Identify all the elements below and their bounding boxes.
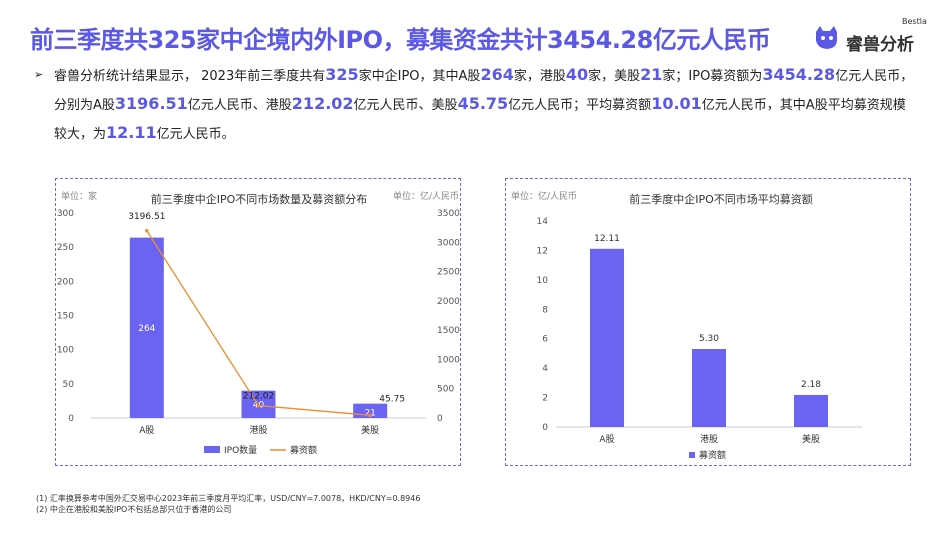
x-tick-label: 美股 [361, 424, 379, 436]
beast-logo-icon [816, 26, 837, 49]
y-right-tick-label: 2000 [437, 297, 460, 307]
line-point [145, 228, 149, 233]
bar-data-label: 264 [138, 324, 155, 334]
legend-label: IPO数量 [224, 444, 257, 456]
summary-segment: 亿元人民币、港股 [187, 98, 292, 113]
summary-segment: 亿元人民币，其中A股平均募资规模较大，为 [54, 98, 906, 142]
bar [129, 237, 164, 418]
summary-segment: 家，港股 [513, 69, 566, 84]
logo: Bestla 睿兽分析 [812, 14, 932, 55]
y-tick-label: 200 [57, 277, 74, 287]
summary-segment: 亿元人民币；平均募资额 [508, 98, 652, 113]
y-right-tick-label: 3000 [437, 238, 460, 248]
x-tick-label: 美股 [802, 433, 820, 445]
y-tick-label: 0 [68, 414, 74, 424]
page-title: 前三季度共325家中企境内外IPO，募集资金共计3454.28亿元人民币 [30, 26, 771, 54]
y-tick-label: 12 [537, 246, 548, 256]
legend-swatch-bar [204, 446, 220, 453]
highlight-number: 264 [480, 65, 514, 84]
line-point [256, 403, 261, 408]
x-tick-label: A股 [599, 434, 614, 445]
y-right-tick-label: 1500 [437, 326, 460, 336]
bar-data-label: 2.18 [801, 380, 821, 390]
highlight-number: 325 [325, 65, 359, 84]
y-right-tick-label: 3500 [437, 209, 460, 219]
y-tick-label: 8 [542, 305, 548, 315]
line-data-label: 212.02 [243, 392, 275, 402]
bar [794, 394, 828, 427]
bar-data-label: 12.11 [594, 234, 620, 244]
bar [692, 349, 726, 427]
line-series [146, 230, 371, 416]
summary-text: 睿兽分析统计结果显示， 2023年前三季度共有325家中企IPO，其中A股264… [34, 61, 914, 148]
highlight-number: 3454.28 [762, 65, 836, 84]
summary-segment: 家，美股 [588, 69, 641, 84]
summary-segment: 亿元人民币。 [156, 127, 235, 142]
x-tick-label: 港股 [249, 424, 267, 436]
y-tick-label: 6 [542, 335, 548, 345]
ipo-count-chart: 前三季度中企IPO不同市场数量及募资额分布 单位：家 0 50 100 150 200 250… [55, 178, 461, 466]
x-tick-label: A股 [139, 425, 154, 436]
y-tick-label: 10 [537, 276, 549, 286]
y-axis-unit-label: 单位：亿/人民币 [511, 190, 577, 202]
summary-segment: 亿元人民币、美股 [353, 98, 458, 113]
logo-subtitle: Bestla [902, 17, 927, 26]
bar-data-label: 5.30 [699, 334, 719, 344]
line-data-label: 45.75 [379, 394, 405, 404]
avg-raise-chart-svg: 前三季度中企IPO不同市场平均募资额 单位：亿/人民币 0 2 4 6 8 10 12 14 12.… [511, 190, 862, 461]
legend-label: 募资额 [699, 449, 726, 461]
line-data-label: 3196.51 [128, 212, 165, 222]
logo-name: 睿兽分析 [846, 35, 914, 55]
chart-title: 前三季度中企IPO不同市场数量及募资额分布 [151, 192, 368, 206]
ipo-count-chart-svg: 前三季度中企IPO不同市场数量及募资额分布 单位：家 0 50 100 150 200 250… [57, 190, 460, 456]
summary-segment: 亿元人民币，分别为A股 [54, 69, 914, 113]
y-tick-label: 14 [537, 217, 549, 227]
y-tick-label: 150 [57, 312, 74, 322]
highlight-number: 45.75 [457, 94, 509, 113]
y-tick-label: 250 [57, 243, 74, 253]
highlight-number: 3196.51 [114, 94, 188, 113]
highlight-number: 10.01 [651, 94, 702, 113]
legend-label: 募资额 [290, 444, 317, 456]
footnotes: (1) 汇率换算参考中国外汇交易中心2023年前三季度月平均汇率，USD/CNY… [36, 493, 420, 515]
chart-title: 前三季度中企IPO不同市场平均募资额 [629, 192, 813, 206]
highlight-number: 21 [640, 65, 663, 84]
bar [590, 248, 624, 427]
summary-segment: 家中企IPO，其中A股 [358, 69, 481, 84]
y-tick-label: 0 [542, 423, 548, 433]
y-tick-label: 300 [57, 209, 74, 219]
y-right-tick-label: 2500 [437, 268, 460, 278]
avg-raise-chart: 前三季度中企IPO不同市场平均募资额 单位：亿/人民币 0 2 4 6 8 10 12 14 12.… [505, 178, 911, 466]
y-axis-right-unit-label: 单位：亿/人民币 [393, 190, 459, 202]
bullet-arrow-icon: ➢ [34, 68, 44, 81]
summary-segment: 家；IPO募资额为 [662, 69, 763, 84]
y-tick-label: 100 [57, 346, 74, 356]
y-right-tick-label: 1000 [437, 355, 460, 365]
summary-paragraph: ➢ 睿兽分析统计结果显示， 2023年前三季度共有325家中企IPO，其中A股2… [34, 61, 914, 148]
summary-segment: 睿兽分析统计结果显示， 2023年前三季度共有 [54, 69, 326, 84]
y-right-tick-label: 500 [437, 385, 454, 395]
y-axis-unit-label: 单位：家 [61, 190, 97, 202]
highlight-number: 40 [565, 65, 589, 84]
highlight-number: 12.11 [106, 123, 157, 142]
footnote: (2) 中企在港股和美股IPO不包括总部只位于香港的公司 [36, 505, 232, 514]
legend-swatch-bar [689, 452, 695, 458]
footnote: (1) 汇率换算参考中国外汇交易中心2023年前三季度月平均汇率，USD/CNY… [36, 494, 421, 503]
y-tick-label: 4 [542, 364, 548, 374]
line-point [368, 413, 372, 418]
y-tick-label: 2 [542, 394, 548, 404]
y-right-tick-label: 0 [437, 414, 443, 424]
x-tick-label: 港股 [700, 433, 718, 445]
highlight-number: 212.02 [291, 94, 354, 113]
y-tick-label: 50 [63, 380, 75, 390]
